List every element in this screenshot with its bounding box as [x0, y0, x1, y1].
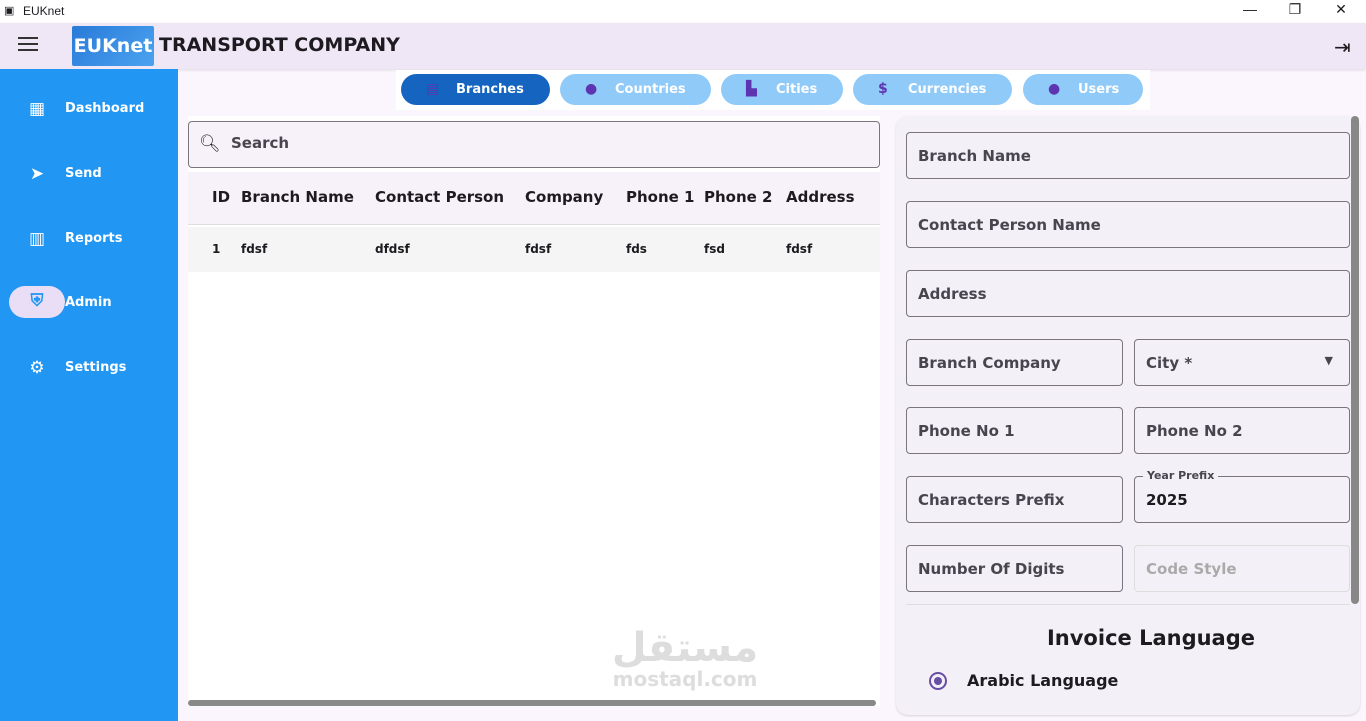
admin-shield-icon: ⛨	[30, 291, 44, 311]
sidebar-item-reports[interactable]: ▥ Reports	[0, 219, 178, 259]
tab-currencies[interactable]: $ Currencies	[853, 74, 1012, 105]
column-header[interactable]: Company	[525, 188, 604, 206]
tab-branches[interactable]: ▤ Branches	[401, 74, 550, 105]
city-dropdown[interactable]: City * ▼	[1134, 339, 1350, 386]
number-of-digits-field[interactable]: Number Of Digits	[906, 545, 1123, 592]
cell-branch-name: fdsf	[241, 242, 268, 256]
branch-company-field[interactable]: Branch Company	[906, 339, 1123, 386]
sidebar-item-send[interactable]: ➤ Send	[0, 154, 178, 194]
year-prefix-label: Year Prefix	[1143, 469, 1219, 482]
sidebar-item-label: Settings	[65, 360, 127, 375]
sidebar: ▦ Dashboard ➤ Send ▥ Reports ⛨ Admin ⚙ Settin…	[0, 69, 178, 721]
sidebar-item-settings[interactable]: ⚙ Settings	[0, 348, 178, 388]
tab-label: Cities	[776, 82, 818, 97]
watermark: مستقل mostaql.com	[600, 628, 770, 690]
sidebar-item-label: Send	[65, 166, 102, 181]
table-row[interactable]: 1 fdsf dfdsf fdsf fds fsd fdsf	[188, 227, 880, 272]
arabic-language-label[interactable]: Arabic Language	[967, 671, 1119, 690]
vertical-scrollbar[interactable]	[1351, 116, 1359, 604]
divider	[906, 604, 1350, 605]
logout-icon[interactable]: ⇥	[1334, 35, 1351, 59]
column-header[interactable]: Branch Name	[241, 188, 354, 206]
sidebar-item-dashboard[interactable]: ▦ Dashboard	[0, 89, 178, 129]
cell-phone1: fds	[626, 242, 647, 256]
search-icon: 🔍︎	[199, 134, 221, 154]
search-input[interactable]	[231, 134, 831, 152]
cell-contact-person: dfdsf	[375, 242, 410, 256]
address-field[interactable]: Address	[906, 270, 1350, 317]
invoice-language-title: Invoice Language	[1046, 626, 1255, 650]
tab-users[interactable]: ● Users	[1023, 74, 1143, 105]
tab-bar: ▤ Branches ● Countries ▙ Cities $ Currencies…	[396, 70, 1150, 110]
company-name: TRANSPORT COMPANY	[159, 34, 400, 56]
building-icon: ▤	[426, 81, 440, 97]
app-header: EUKnet TRANSPORT COMPANY ⇥	[0, 23, 1366, 69]
user-icon: ●	[1048, 81, 1061, 97]
branch-form: Branch Name Contact Person Name Address …	[896, 116, 1360, 715]
table-header: ID Branch Name Contact Person Company Ph…	[188, 172, 880, 225]
dropdown-arrow-icon: ▼	[1324, 354, 1333, 367]
column-header[interactable]: Phone 1	[626, 188, 695, 206]
dashboard-icon: ▦	[28, 99, 46, 119]
phone1-field[interactable]: Phone No 1	[906, 407, 1123, 454]
maximize-button[interactable]: ❐	[1288, 1, 1302, 17]
phone2-field[interactable]: Phone No 2	[1134, 407, 1350, 454]
characters-prefix-field[interactable]: Characters Prefix	[906, 476, 1123, 523]
reports-icon: ▥	[28, 229, 46, 249]
sidebar-item-label: Reports	[65, 231, 123, 246]
column-header[interactable]: Contact Person	[375, 188, 505, 206]
hamburger-menu-icon[interactable]	[18, 37, 38, 51]
logo: EUKnet	[72, 26, 154, 66]
sidebar-item-label: Admin	[65, 295, 112, 310]
column-header[interactable]: Address	[786, 188, 855, 206]
branch-name-field[interactable]: Branch Name	[906, 132, 1350, 179]
send-icon: ➤	[29, 164, 45, 184]
city-label: City *	[1146, 354, 1193, 372]
gear-icon: ⚙	[29, 358, 45, 378]
tab-label: Users	[1078, 82, 1120, 97]
column-header[interactable]: Phone 2	[704, 188, 773, 206]
dollar-icon: $	[878, 81, 888, 97]
branches-table-panel: 🔍︎ ID Branch Name Contact Person Company…	[188, 116, 880, 706]
code-style-field: Code Style	[1134, 545, 1350, 592]
window-titlebar: ▣ EUKnet — ❐ ✕	[0, 0, 1366, 23]
tab-label: Branches	[456, 82, 524, 97]
tab-label: Countries	[615, 82, 686, 97]
watermark-arabic: مستقل	[611, 625, 759, 671]
minimize-button[interactable]: —	[1243, 1, 1257, 17]
cell-id: 1	[212, 242, 221, 256]
year-prefix-value: 2025	[1146, 491, 1188, 509]
column-header[interactable]: ID	[212, 188, 231, 206]
cell-phone2: fsd	[704, 242, 725, 256]
sidebar-item-admin[interactable]: ⛨ Admin	[0, 284, 178, 324]
arabic-language-radio[interactable]	[929, 672, 947, 690]
year-prefix-field[interactable]: Year Prefix 2025	[1134, 469, 1350, 523]
cell-address: fdsf	[786, 242, 813, 256]
globe-icon: ●	[585, 81, 598, 97]
cell-company: fdsf	[525, 242, 552, 256]
contact-person-field[interactable]: Contact Person Name	[906, 201, 1350, 248]
tab-countries[interactable]: ● Countries	[560, 74, 711, 105]
sidebar-item-label: Dashboard	[65, 101, 145, 116]
window-title: EUKnet	[23, 4, 65, 18]
city-icon: ▙	[746, 81, 757, 97]
close-button[interactable]: ✕	[1335, 1, 1347, 17]
app-icon: ▣	[4, 5, 15, 17]
tab-cities[interactable]: ▙ Cities	[721, 74, 843, 105]
horizontal-scrollbar[interactable]	[188, 700, 876, 706]
tab-label: Currencies	[908, 82, 987, 97]
search-box[interactable]: 🔍︎	[188, 121, 880, 168]
watermark-latin: mostaql.com	[612, 667, 758, 691]
